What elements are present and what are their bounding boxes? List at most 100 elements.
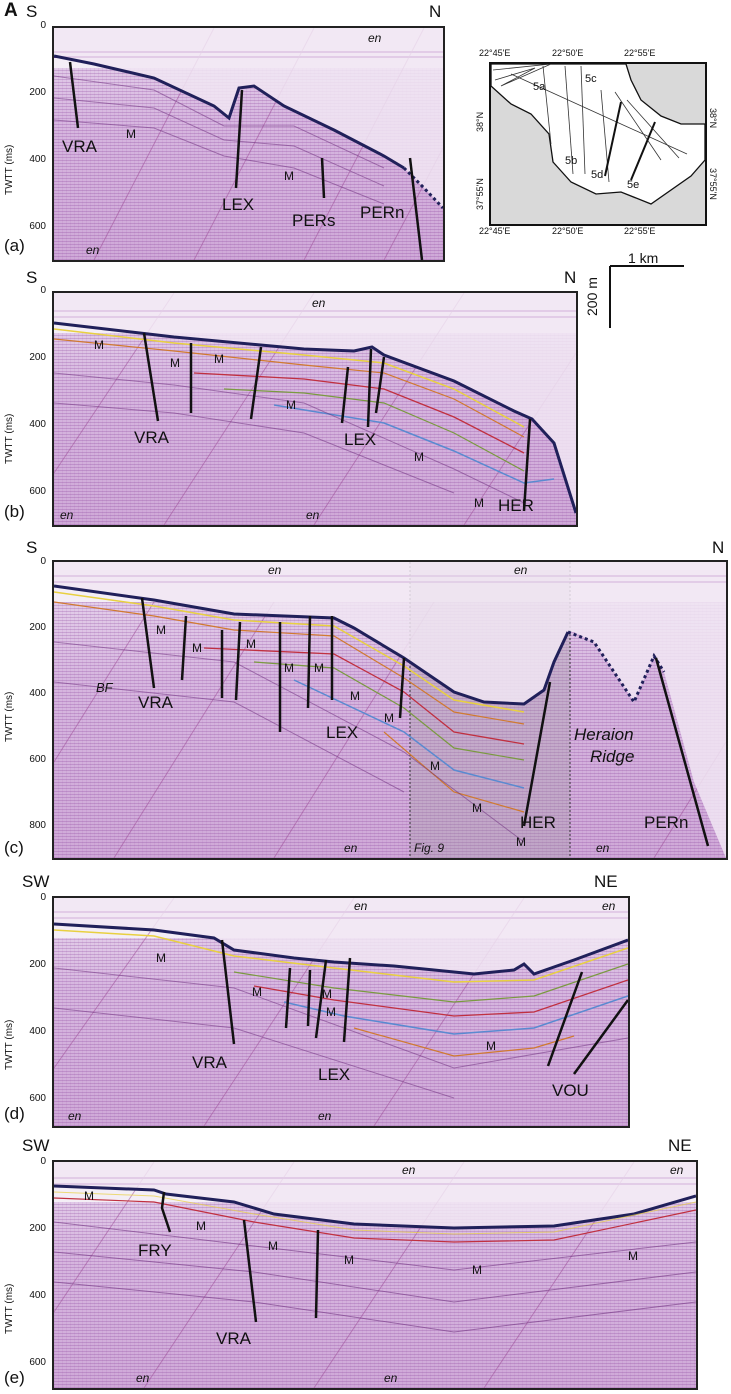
panel-e-tick: 400 xyxy=(29,1290,46,1301)
seismic-section-d: VRA LEX VOU M M M M M en en en en xyxy=(52,896,630,1128)
figure-letter: A xyxy=(4,0,18,21)
panel-b-right-direction: N xyxy=(564,268,577,287)
panel-e-tick: 600 xyxy=(29,1357,46,1368)
panel-label-a: (a) xyxy=(4,236,25,255)
fault-label-fry: FRY xyxy=(138,1241,172,1260)
map-lon-tick: 22°45'E xyxy=(479,48,511,58)
multiple-label-en: en xyxy=(312,296,326,310)
panel-d-tick: 0 xyxy=(40,892,46,903)
fault-label-vra: VRA xyxy=(216,1329,252,1348)
panel-c-y-axis-label: TWTT (ms) xyxy=(4,691,15,742)
unit-label-m: M xyxy=(314,661,324,675)
multiple-label-en: en xyxy=(354,899,368,913)
panel-a-tick: 0 xyxy=(40,20,46,31)
multiple-label-en: en xyxy=(60,508,74,522)
unit-label-m: M xyxy=(486,1039,496,1053)
panel-d-right-direction: NE xyxy=(594,872,618,891)
seismic-section-a: VRA LEX PERs PERn M M en en xyxy=(52,26,445,262)
fig-9-reference: Fig. 9 xyxy=(414,841,444,855)
panel-a-tick: 600 xyxy=(29,221,46,232)
fault-label-her: HER xyxy=(520,813,556,832)
map-lon-tick: 22°55'E xyxy=(624,48,656,58)
fault-label-her: HER xyxy=(498,496,534,515)
scale-bar xyxy=(609,265,684,328)
panel-label-c: (c) xyxy=(4,838,24,857)
panel-d-tick: 200 xyxy=(29,959,46,970)
multiple-label-en: en xyxy=(344,841,358,855)
multiple-label-en: en xyxy=(670,1163,684,1177)
fault-label-lex: LEX xyxy=(326,723,358,742)
panel-b-tick: 200 xyxy=(29,352,46,363)
multiple-label-en: en xyxy=(596,841,610,855)
panel-c-left-direction: S xyxy=(26,538,38,557)
unit-label-m: M xyxy=(284,169,294,183)
fault-label-lex: LEX xyxy=(344,430,376,449)
panel-b-tick: 600 xyxy=(29,486,46,497)
panel-c-tick: 400 xyxy=(29,688,46,699)
panel-a-tick: 400 xyxy=(29,154,46,165)
unit-label-m: M xyxy=(286,398,296,412)
unit-label-m: M xyxy=(322,987,332,1001)
heraion-ridge-label-2: Ridge xyxy=(590,747,634,766)
unit-label-m: M xyxy=(414,450,424,464)
panel-e-tick: 0 xyxy=(40,1156,46,1167)
unit-label-m: M xyxy=(384,711,394,725)
panel-b-tick: 400 xyxy=(29,419,46,430)
panel-label-e: (e) xyxy=(4,1368,25,1387)
panel-e-left-direction: SW xyxy=(22,1136,50,1155)
map-lat-tick: 38°N xyxy=(475,111,485,132)
panel-d-tick: 400 xyxy=(29,1026,46,1037)
panel-c-tick: 200 xyxy=(29,622,46,633)
panel-label-d: (d) xyxy=(4,1104,25,1123)
unit-label-m: M xyxy=(472,801,482,815)
location-map: 5a 5b 5c 5d 5e xyxy=(489,62,707,226)
multiple-label-en: en xyxy=(86,243,100,257)
panel-b-y-axis-label: TWTT (ms) xyxy=(4,413,15,464)
map-lat-tick: 37°55'N xyxy=(708,168,718,200)
map-line-label: 5a xyxy=(533,81,546,93)
panel-b-left-direction: S xyxy=(26,268,38,287)
multiple-label-en: en xyxy=(68,1109,82,1123)
unit-label-m: M xyxy=(472,1263,482,1277)
unit-label-m: M xyxy=(246,637,256,651)
multiple-label-en: en xyxy=(384,1371,398,1385)
panel-d-tick: 600 xyxy=(29,1093,46,1104)
fault-label-vou: VOU xyxy=(552,1081,589,1100)
unit-label-m: M xyxy=(156,623,166,637)
scale-vertical-label: 200 m xyxy=(584,277,600,316)
panel-a-tick: 200 xyxy=(29,87,46,98)
map-line-label: 5e xyxy=(627,179,639,191)
unit-label-m: M xyxy=(474,496,484,510)
panel-c-right-direction: N xyxy=(712,538,725,557)
unit-label-m: M xyxy=(350,689,360,703)
unit-label-m: M xyxy=(156,951,166,965)
panel-a-right-direction: N xyxy=(429,2,442,21)
panel-label-b: (b) xyxy=(4,502,25,521)
multiple-label-en: en xyxy=(136,1371,150,1385)
panel-c-tick: 600 xyxy=(29,754,46,765)
multiple-label-en: en xyxy=(318,1109,332,1123)
multiple-label-en: en xyxy=(514,563,528,577)
panel-e-right-direction: NE xyxy=(668,1136,692,1155)
fault-label-lex: LEX xyxy=(318,1065,350,1084)
unit-label-m: M xyxy=(214,352,224,366)
unit-label-m: M xyxy=(84,1189,94,1203)
fault-label-pern: PERn xyxy=(360,203,404,222)
panel-c-tick: 800 xyxy=(29,820,46,831)
fault-label-vra: VRA xyxy=(192,1053,228,1072)
fault-label-pern: PERn xyxy=(644,813,688,832)
seismic-section-e: FRY VRA M M M M M M en en en en xyxy=(52,1160,698,1390)
unit-label-m: M xyxy=(628,1249,638,1263)
unit-label-m: M xyxy=(326,1005,336,1019)
fault-label-lex: LEX xyxy=(222,195,254,214)
multiple-label-en: en xyxy=(368,31,382,45)
map-line-label: 5b xyxy=(565,155,577,167)
map-lat-tick: 38°N xyxy=(708,108,718,129)
scale-horizontal-label: 1 km xyxy=(628,250,659,266)
panel-d-y-axis-label: TWTT (ms) xyxy=(4,1019,15,1070)
unit-label-m: M xyxy=(126,127,136,141)
seismic-section-b: VRA LEX HER M M M M M M en en en xyxy=(52,291,578,527)
fault-label-vra: VRA xyxy=(62,137,98,156)
fault-label-vra: VRA xyxy=(138,693,174,712)
unit-label-m: M xyxy=(170,356,180,370)
